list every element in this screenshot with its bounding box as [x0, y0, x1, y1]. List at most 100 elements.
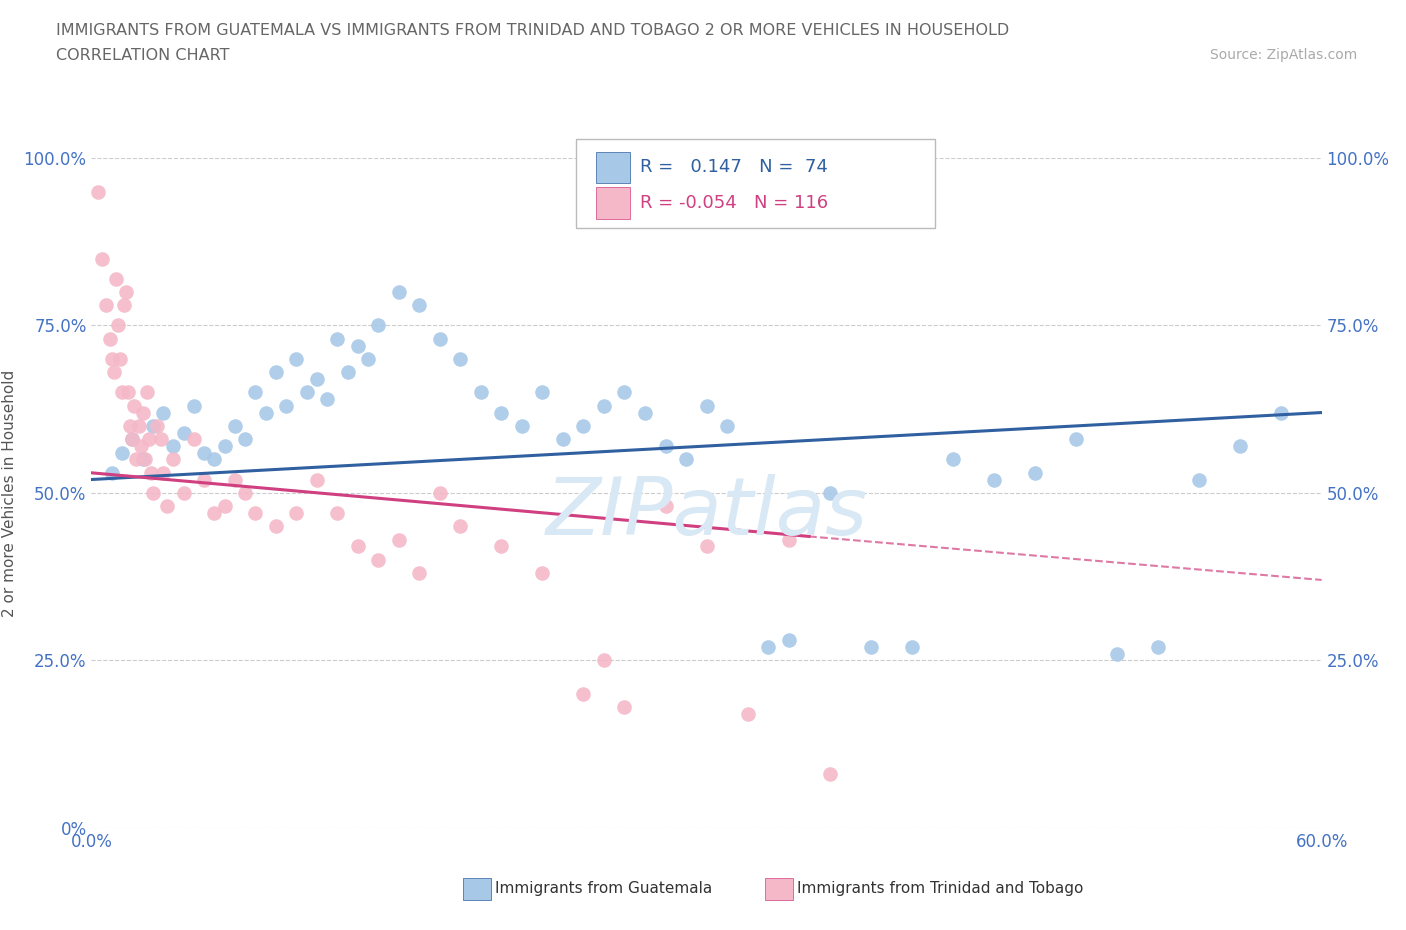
Y-axis label: 2 or more Vehicles in Household: 2 or more Vehicles in Household: [1, 369, 17, 617]
Point: [202, 452, 225, 467]
Point: [264, 519, 287, 534]
Text: Immigrants from Trinidad and Tobago: Immigrants from Trinidad and Tobago: [797, 881, 1084, 896]
Point: [388, 532, 411, 547]
Text: ZIPatlas: ZIPatlas: [546, 474, 868, 552]
Point: [510, 418, 533, 433]
Point: [183, 432, 205, 446]
Point: [90, 251, 112, 266]
Point: [121, 432, 143, 446]
Point: [173, 485, 195, 500]
Point: [107, 318, 129, 333]
Point: [285, 506, 308, 521]
Point: [245, 506, 267, 521]
Point: [367, 552, 389, 567]
Point: [86, 184, 108, 199]
Point: [593, 653, 616, 668]
Point: [408, 298, 430, 312]
Point: [675, 452, 697, 467]
Point: [295, 385, 318, 400]
Text: CORRELATION CHART: CORRELATION CHART: [56, 48, 229, 63]
Point: [128, 418, 150, 433]
Point: [756, 640, 779, 655]
Point: [101, 465, 124, 480]
Point: [941, 452, 963, 467]
Point: [115, 285, 138, 299]
Point: [316, 392, 339, 406]
Point: [193, 445, 215, 460]
Point: [1064, 432, 1087, 446]
Point: [531, 385, 554, 400]
Point: [491, 539, 513, 554]
Point: [111, 445, 134, 460]
Point: [551, 432, 574, 446]
Point: [193, 472, 215, 487]
Point: [162, 452, 184, 467]
Point: [101, 352, 124, 366]
Point: [162, 439, 184, 454]
Point: [120, 418, 142, 433]
Point: [695, 398, 717, 413]
Point: [1146, 640, 1168, 655]
Point: [326, 331, 349, 346]
Point: [173, 425, 195, 440]
Point: [613, 385, 636, 400]
Point: [429, 331, 451, 346]
Point: [388, 285, 411, 299]
Point: [233, 432, 256, 446]
Point: [134, 452, 156, 467]
Text: R = -0.054   N = 116: R = -0.054 N = 116: [640, 193, 828, 212]
Point: [572, 686, 595, 701]
Point: [572, 418, 595, 433]
Point: [117, 385, 139, 400]
Point: [129, 439, 152, 454]
Point: [367, 318, 389, 333]
Text: R =   0.147   N =  74: R = 0.147 N = 74: [640, 158, 828, 177]
Point: [491, 405, 513, 420]
Point: [105, 272, 127, 286]
Point: [531, 565, 554, 580]
Point: [103, 365, 125, 379]
Point: [142, 485, 165, 500]
Point: [285, 352, 308, 366]
Point: [429, 485, 451, 500]
Point: [593, 398, 616, 413]
Point: [818, 485, 841, 500]
Point: [142, 418, 165, 433]
Point: [983, 472, 1005, 487]
Point: [357, 352, 380, 366]
Point: [125, 452, 148, 467]
Point: [124, 398, 146, 413]
Point: [146, 418, 169, 433]
Point: [139, 465, 162, 480]
Point: [183, 398, 205, 413]
Point: [654, 439, 676, 454]
Point: [131, 405, 153, 420]
Point: [654, 498, 676, 513]
Text: Immigrants from Guatemala: Immigrants from Guatemala: [495, 881, 713, 896]
Text: Source: ZipAtlas.com: Source: ZipAtlas.com: [1209, 48, 1357, 62]
Point: [737, 707, 759, 722]
Point: [347, 539, 370, 554]
Point: [613, 699, 636, 714]
Point: [778, 632, 800, 647]
Point: [202, 506, 225, 521]
Point: [470, 385, 492, 400]
Point: [135, 385, 157, 400]
Point: [305, 472, 328, 487]
Point: [305, 372, 328, 387]
Point: [1187, 472, 1209, 487]
Point: [778, 532, 800, 547]
Point: [224, 418, 246, 433]
Point: [214, 439, 236, 454]
Point: [121, 432, 143, 446]
Point: [276, 398, 298, 413]
Point: [152, 405, 174, 420]
Point: [449, 519, 471, 534]
Point: [150, 432, 173, 446]
Point: [131, 452, 153, 467]
Point: [233, 485, 256, 500]
Point: [112, 298, 135, 312]
Point: [108, 352, 131, 366]
Point: [695, 539, 717, 554]
Point: [254, 405, 277, 420]
